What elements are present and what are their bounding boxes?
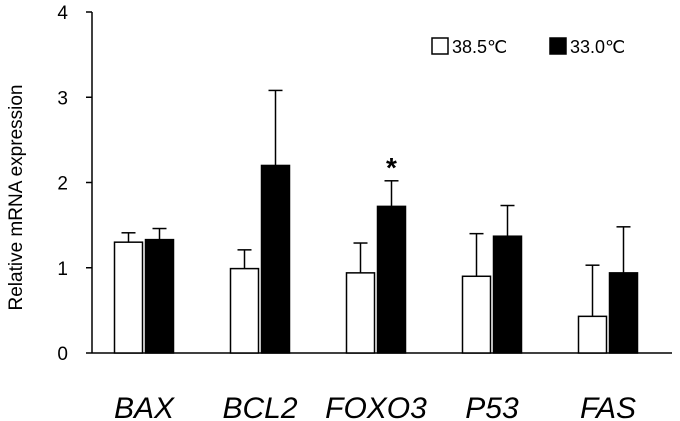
- axes: 0 1 2 3 4 Relative mRNA expression: [6, 3, 672, 365]
- bar-fas-series-2: [608, 272, 639, 354]
- x-category-label: FOXO3: [325, 392, 427, 421]
- x-category-label: P53: [465, 392, 519, 421]
- legend: 38.5℃ 33.0℃: [431, 37, 625, 57]
- bar-fas-series-1: [577, 315, 608, 354]
- bar-bcl2-series-2: [260, 164, 291, 354]
- legend-label: 33.0℃: [570, 37, 625, 57]
- legend-label: 38.5℃: [452, 37, 507, 57]
- y-tick-label: 2: [57, 174, 68, 195]
- legend-swatch: [431, 37, 449, 55]
- y-tick-label: 4: [57, 3, 68, 24]
- bar-bax-series-1: [113, 241, 144, 354]
- bar-p53-series-2: [492, 235, 523, 354]
- bar-bax-series-2: [144, 238, 175, 354]
- bar-foxo3-series-2: [376, 205, 407, 354]
- x-category-label: BCL2: [222, 392, 297, 421]
- x-category-label: BAX: [114, 392, 175, 421]
- y-axis-title: Relative mRNA expression: [6, 85, 27, 311]
- x-category-label: FAS: [580, 392, 636, 421]
- y-tick-label: 1: [57, 259, 68, 280]
- bar-p53-series-1: [461, 275, 492, 354]
- y-tick-label: 0: [57, 344, 68, 365]
- bar-bcl2-series-1: [229, 267, 260, 354]
- labels-group: BAX BCL2 FOXO3 P53 FAS *: [114, 152, 636, 421]
- bars-group: [113, 89, 639, 354]
- legend-swatch: [549, 37, 567, 55]
- y-tick-label: 3: [57, 88, 68, 109]
- significance-marker: *: [386, 152, 397, 183]
- bar-foxo3-series-1: [345, 272, 376, 354]
